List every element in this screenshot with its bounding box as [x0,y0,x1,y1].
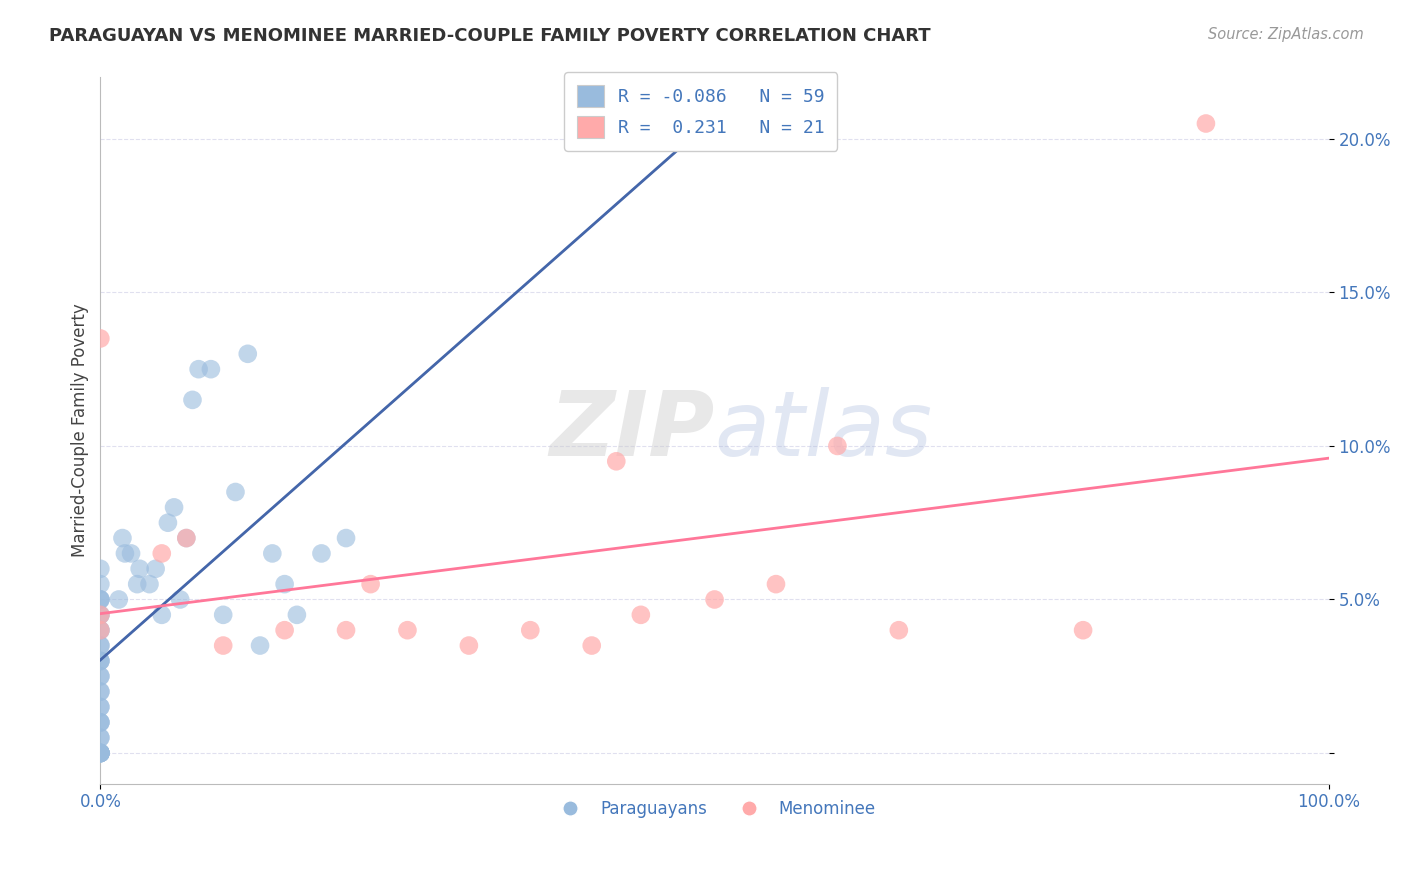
Point [285,607,308,622]
Point [89,639,111,653]
Y-axis label: Married-Couple Family Poverty: Married-Couple Family Poverty [72,303,89,558]
Point [89,669,111,683]
Text: Source: ZipAtlas.com: Source: ZipAtlas.com [1208,27,1364,42]
Point [150,546,173,560]
Point [89,592,111,607]
Legend: Paraguayans, Menominee: Paraguayans, Menominee [547,794,883,825]
Text: atlas: atlas [714,386,932,475]
Point [273,623,295,637]
Point [89,746,111,760]
Point [249,639,271,653]
Point [1195,116,1218,130]
Point [89,746,111,760]
Point [156,516,179,530]
Point [187,362,209,376]
Point [89,700,111,714]
Point [176,531,198,545]
Point [396,623,419,637]
Point [89,669,111,683]
Point [169,592,191,607]
Point [89,607,111,622]
Point [89,592,111,607]
Point [827,439,849,453]
Point [89,623,111,637]
Point [120,546,142,560]
Point [262,546,284,560]
Point [89,715,111,730]
Point [89,562,111,576]
Point [273,577,295,591]
Point [212,639,235,653]
Point [89,684,111,698]
Point [89,684,111,698]
Point [128,562,150,576]
Point [236,347,259,361]
Point [335,623,357,637]
Point [89,654,111,668]
Point [630,607,652,622]
Point [145,562,167,576]
Point [887,623,910,637]
Point [89,731,111,745]
Point [89,746,111,760]
Point [89,331,111,345]
Point [457,639,479,653]
Point [89,654,111,668]
Text: PARAGUAYAN VS MENOMINEE MARRIED-COUPLE FAMILY POVERTY CORRELATION CHART: PARAGUAYAN VS MENOMINEE MARRIED-COUPLE F… [49,27,931,45]
Point [181,392,204,407]
Point [581,639,603,653]
Point [212,607,235,622]
Point [703,592,725,607]
Point [311,546,333,560]
Point [89,746,111,760]
Point [89,746,111,760]
Point [224,485,246,500]
Point [89,577,111,591]
Text: ZIP: ZIP [550,386,714,475]
Point [150,607,173,622]
Point [114,546,136,560]
Point [89,746,111,760]
Point [163,500,186,515]
Point [127,577,149,591]
Point [89,592,111,607]
Point [335,531,357,545]
Point [89,715,111,730]
Point [111,531,134,545]
Point [89,700,111,714]
Point [89,607,111,622]
Point [89,639,111,653]
Point [200,362,222,376]
Point [1071,623,1094,637]
Point [89,746,111,760]
Point [89,607,111,622]
Point [107,592,129,607]
Point [89,715,111,730]
Point [89,746,111,760]
Point [89,623,111,637]
Point [138,577,160,591]
Point [765,577,787,591]
Point [605,454,627,468]
Point [176,531,198,545]
Point [89,746,111,760]
Point [89,654,111,668]
Point [360,577,382,591]
Point [89,623,111,637]
Point [519,623,541,637]
Point [89,731,111,745]
